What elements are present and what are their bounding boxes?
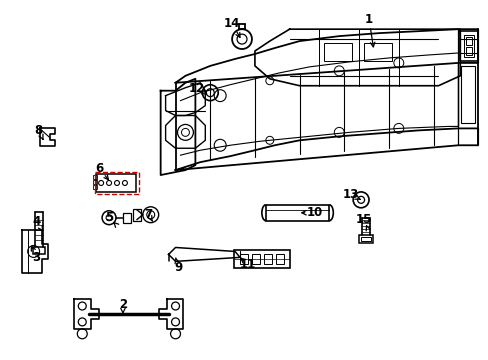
Text: 12: 12 (188, 82, 204, 95)
Bar (95, 172, 139, 194)
Text: 13: 13 (343, 188, 359, 201)
Text: 2: 2 (119, 297, 127, 311)
Bar (364, 43, 391, 61)
Bar (265, 205, 328, 221)
Text: 4: 4 (32, 215, 41, 228)
Text: 7: 7 (144, 208, 152, 221)
Bar (122, 213, 131, 223)
Bar (133, 209, 141, 221)
Bar (360, 237, 370, 240)
Bar (275, 255, 283, 264)
Bar (460, 66, 474, 123)
Bar (234, 251, 289, 268)
Bar (251, 255, 259, 264)
Text: 15: 15 (355, 213, 371, 226)
Text: 3: 3 (33, 251, 41, 264)
Bar (33, 247, 44, 255)
Bar (264, 255, 271, 264)
Bar (240, 255, 247, 264)
Text: 11: 11 (239, 258, 256, 271)
Bar (93, 175, 97, 179)
Bar (324, 43, 351, 61)
Bar (466, 47, 471, 55)
Text: 10: 10 (305, 206, 322, 219)
Bar (93, 180, 97, 184)
Bar (463, 35, 473, 57)
Text: 14: 14 (224, 17, 240, 30)
Bar (93, 185, 97, 189)
Bar (466, 37, 471, 45)
Bar (96, 174, 136, 192)
Text: 5: 5 (105, 211, 113, 224)
Text: 6: 6 (95, 162, 103, 175)
Text: 8: 8 (35, 124, 42, 137)
Text: 1: 1 (364, 13, 372, 26)
Bar (358, 235, 372, 243)
Text: 9: 9 (174, 261, 182, 274)
